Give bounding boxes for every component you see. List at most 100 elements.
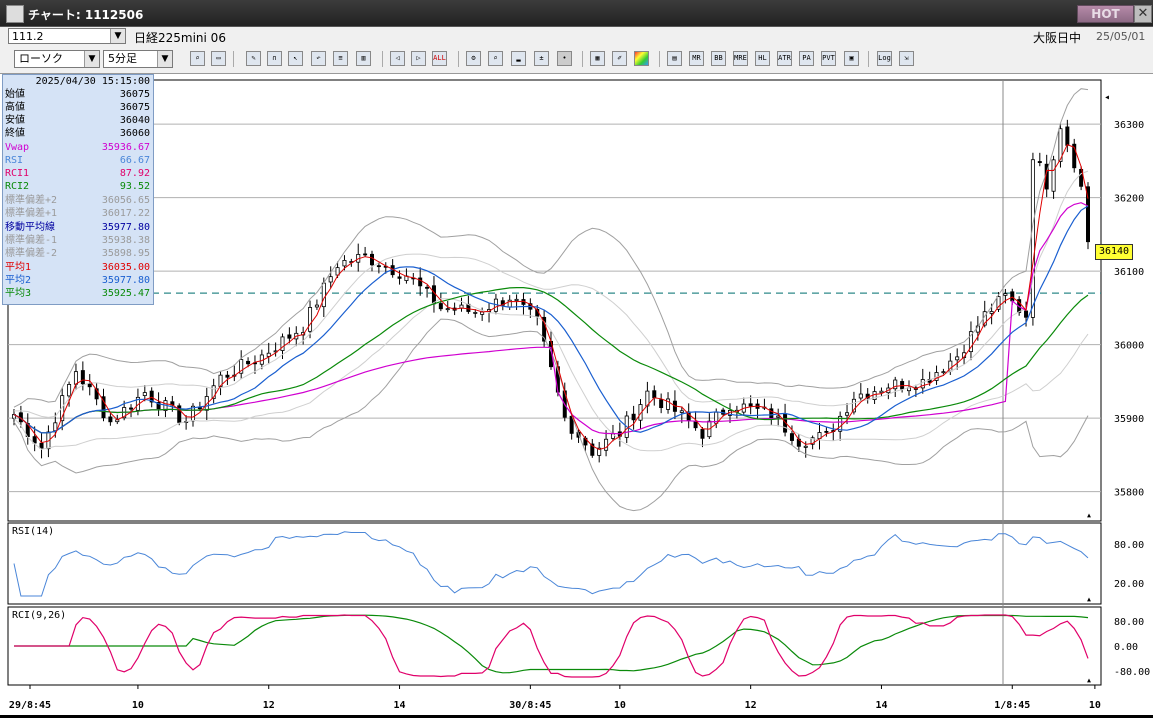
- search-chart-icon[interactable]: ⌕: [488, 51, 503, 66]
- candle-body: [287, 334, 292, 339]
- candle-body: [308, 307, 313, 332]
- candle-body: [431, 285, 436, 305]
- rci2-line: [14, 614, 1089, 674]
- symbol-code-select[interactable]: 111.2 ▼: [8, 28, 126, 44]
- memo-icon[interactable]: ≡: [333, 51, 348, 66]
- rsi-pane: [7, 522, 1102, 605]
- candle-body: [845, 412, 850, 416]
- candle-body: [32, 436, 37, 444]
- candle-body: [879, 390, 884, 394]
- price-axis-label: 36300: [1114, 120, 1144, 131]
- candle-body: [941, 371, 946, 374]
- grid-icon[interactable]: ▦: [590, 51, 605, 66]
- scroll-marker-icon: ▴: [1086, 594, 1092, 605]
- rsi-axis-label: 20.00: [1114, 579, 1144, 590]
- candle-body: [893, 379, 898, 390]
- magnet-icon[interactable]: ∩: [267, 51, 282, 66]
- rsi-pane-label: RSI(14): [12, 526, 55, 537]
- chevron-down-icon[interactable]: ▼: [157, 51, 172, 67]
- price-axis-label: 35900: [1114, 414, 1144, 425]
- table-icon[interactable]: ▤: [667, 51, 682, 66]
- chart-area[interactable]: 36300 36200 36100 36000 35900 35800 80.00 20.00…: [0, 74, 1153, 715]
- candle-body: [80, 370, 85, 385]
- candle-body: [46, 431, 51, 450]
- mr-button[interactable]: MR: [689, 51, 704, 66]
- symbol-name: 日経225mini 06: [134, 31, 226, 45]
- candle-body: [101, 396, 106, 419]
- pencil-icon[interactable]: ✎: [246, 51, 261, 66]
- hot-button[interactable]: HOT: [1077, 5, 1134, 23]
- legend-row: RCI1 87.92: [5, 168, 150, 179]
- interval-value: 5分足: [108, 52, 137, 65]
- ma1-line: [13, 143, 1089, 451]
- candle-body: [824, 430, 829, 433]
- para-button[interactable]: PA RA: [799, 51, 814, 66]
- candle-body: [369, 253, 374, 266]
- candle-body: [604, 438, 609, 451]
- hl-button[interactable]: HL: [755, 51, 770, 66]
- undo-icon[interactable]: ↶: [311, 51, 326, 66]
- candle-body: [108, 416, 113, 423]
- legend-row: 終値 36060: [5, 128, 150, 139]
- candle-body: [87, 383, 92, 388]
- time-axis-label: 10: [132, 700, 144, 711]
- window-icon[interactable]: ▭: [211, 51, 226, 66]
- bb-button[interactable]: BB: [711, 51, 726, 66]
- bar-chart-icon[interactable]: ▂: [511, 51, 526, 66]
- atr-button[interactable]: ATR: [777, 51, 792, 66]
- candle-body: [858, 393, 863, 399]
- candle-body: [666, 398, 671, 410]
- pvt-button[interactable]: PVT: [821, 51, 836, 66]
- legend-row: 標準偏差+1 36017.22: [5, 208, 150, 219]
- time-axis-label: 14: [394, 700, 406, 711]
- time-axis-label: 12: [745, 700, 757, 711]
- candle-body: [597, 447, 602, 456]
- ohlc-legend: 2025/04/30 15:15:00 始値 36075 高値 36075 安値 36…: [2, 74, 154, 305]
- candle-body: [445, 308, 450, 311]
- chevron-down-icon[interactable]: ▼: [84, 51, 99, 67]
- candle-body: [1003, 293, 1008, 296]
- candle-body: [211, 385, 216, 399]
- candle-body: [776, 415, 781, 418]
- chart-svg[interactable]: 36300 36200 36100 36000 35900 35800 80.00 20.00…: [0, 74, 1153, 715]
- candle-body: [1058, 128, 1063, 162]
- split-icon[interactable]: ±: [534, 51, 549, 66]
- candle-body: [246, 360, 251, 365]
- all-button[interactable]: ALL: [432, 51, 447, 66]
- candle-body: [321, 282, 326, 308]
- interval-select[interactable]: 5分足 ▼: [103, 50, 173, 68]
- candle-body: [280, 336, 285, 351]
- indicator-icon[interactable]: ⚙: [466, 51, 481, 66]
- legend-row: RCI2 93.52: [5, 181, 150, 192]
- cursor-icon[interactable]: ↖: [288, 51, 303, 66]
- wrench-icon[interactable]: ✐: [612, 51, 627, 66]
- scroll-marker-icon: ◂: [1104, 92, 1110, 103]
- candle-body: [569, 415, 574, 434]
- candle-body: [197, 407, 202, 410]
- lock-icon[interactable]: •: [557, 51, 572, 66]
- chevron-down-icon[interactable]: ▼: [110, 29, 125, 43]
- export-icon[interactable]: ⇲: [899, 51, 914, 66]
- candle-body: [590, 443, 595, 456]
- candle-body: [314, 304, 319, 308]
- candle-shift-left-icon[interactable]: ◁: [390, 51, 405, 66]
- price-axis-label: 36200: [1114, 194, 1144, 205]
- frame-icon[interactable]: ▣: [844, 51, 859, 66]
- candle-body: [500, 300, 505, 306]
- mre-button[interactable]: MRE: [733, 51, 748, 66]
- legend-row: 標準偏差+2 36056.65: [5, 195, 150, 206]
- chart-type-select[interactable]: ローソク ▼: [14, 50, 100, 68]
- candle-body: [376, 265, 381, 268]
- candle-body: [659, 399, 664, 408]
- candle-body: [652, 390, 657, 399]
- candle-shift-right-icon[interactable]: ▷: [411, 51, 426, 66]
- trash-icon[interactable]: ▥: [356, 51, 371, 66]
- log-button[interactable]: Log: [877, 51, 892, 66]
- candle-body: [425, 286, 430, 289]
- color-palette-icon[interactable]: [634, 51, 649, 66]
- price-pane: [7, 79, 1102, 522]
- zoom-icon[interactable]: ⌕: [190, 51, 205, 66]
- legend-row: 始値 36075: [5, 89, 150, 100]
- candle-body: [542, 316, 547, 342]
- close-button[interactable]: ✕: [1134, 5, 1152, 23]
